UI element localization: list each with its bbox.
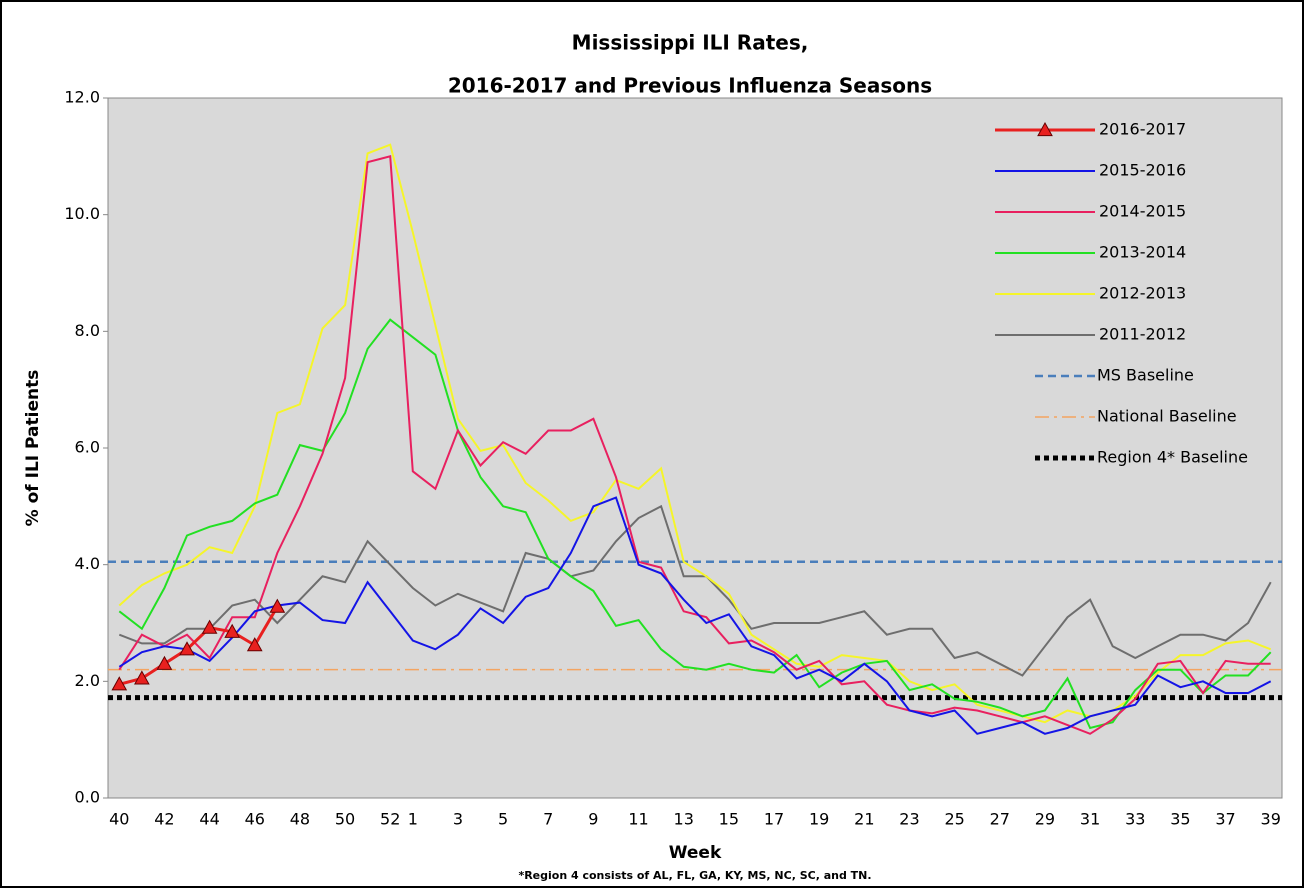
series-line <box>118 143 1272 724</box>
x-tick-label: 21 <box>854 810 874 829</box>
y-tick-label: 4.0 <box>75 554 100 573</box>
legend-label: Region 4* Baseline <box>1097 448 1248 467</box>
footnote: *Region 4 consists of AL, FL, GA, KY, MS… <box>518 869 871 882</box>
x-tick-label: 9 <box>588 810 598 829</box>
marker <box>111 676 128 691</box>
x-tick-label: 5 <box>498 810 508 829</box>
series-line <box>118 605 279 686</box>
x-tick-label: 23 <box>899 810 919 829</box>
y-axis-title: % of ILI Patients <box>23 370 43 527</box>
legend-label: National Baseline <box>1097 407 1237 426</box>
legend-label: 2016-2017 <box>1099 120 1186 139</box>
legend-label: MS Baseline <box>1097 366 1194 385</box>
y-tick-label: 10.0 <box>64 204 100 223</box>
x-tick-label: 35 <box>1170 810 1190 829</box>
y-tick-label: 0.0 <box>75 788 100 807</box>
y-tick-label: 8.0 <box>75 321 100 340</box>
x-axis-title: Week <box>669 843 722 863</box>
x-tick-label: 11 <box>628 810 648 829</box>
x-tick-label: 7 <box>543 810 553 829</box>
x-tick-label: 25 <box>944 810 964 829</box>
x-tick-label: 17 <box>764 810 784 829</box>
y-tick-label: 2.0 <box>75 671 100 690</box>
legend-label: 2011-2012 <box>1099 325 1186 344</box>
series-line <box>118 496 1272 735</box>
x-tick-label: 42 <box>154 810 174 829</box>
legend-label: 2014-2015 <box>1099 202 1186 221</box>
x-tick-label: 15 <box>719 810 739 829</box>
x-tick-label: 19 <box>809 810 829 829</box>
x-tick-label: 1 <box>408 810 418 829</box>
series-line <box>118 504 1272 677</box>
x-tick-label: 3 <box>453 810 463 829</box>
marker <box>269 598 286 613</box>
marker <box>224 623 241 638</box>
legend-label: 2013-2014 <box>1099 243 1186 262</box>
x-tick-label: 52 <box>380 810 400 829</box>
x-tick-label: 27 <box>990 810 1010 829</box>
x-tick-label: 46 <box>245 810 265 829</box>
y-tick-label: 12.0 <box>64 88 100 107</box>
x-tick-label: 48 <box>290 810 310 829</box>
x-tick-label: 29 <box>1035 810 1055 829</box>
legend-label: 2012-2013 <box>1099 284 1186 303</box>
marker <box>156 655 173 670</box>
marker <box>134 670 150 685</box>
x-tick-label: 39 <box>1261 810 1281 829</box>
y-tick-label: 6.0 <box>75 438 100 457</box>
x-tick-label: 37 <box>1215 810 1235 829</box>
x-tick-label: 31 <box>1080 810 1100 829</box>
plot-area <box>107 97 1283 799</box>
marker <box>201 619 218 634</box>
chart-title: 2016-2017 and Previous Influenza Seasons <box>448 74 932 98</box>
x-tick-label: 44 <box>199 810 219 829</box>
legend-label: 2015-2016 <box>1099 161 1186 180</box>
x-tick-label: 33 <box>1125 810 1145 829</box>
chart-title: Mississippi ILI Rates, <box>572 31 809 55</box>
marker <box>246 637 263 652</box>
series-line <box>118 155 1271 735</box>
x-tick-label: 50 <box>335 810 355 829</box>
marker <box>179 641 195 656</box>
legend-marker <box>1037 121 1053 137</box>
series-line <box>118 318 1272 730</box>
x-tick-label: 13 <box>674 810 694 829</box>
x-tick-label: 40 <box>109 810 129 829</box>
